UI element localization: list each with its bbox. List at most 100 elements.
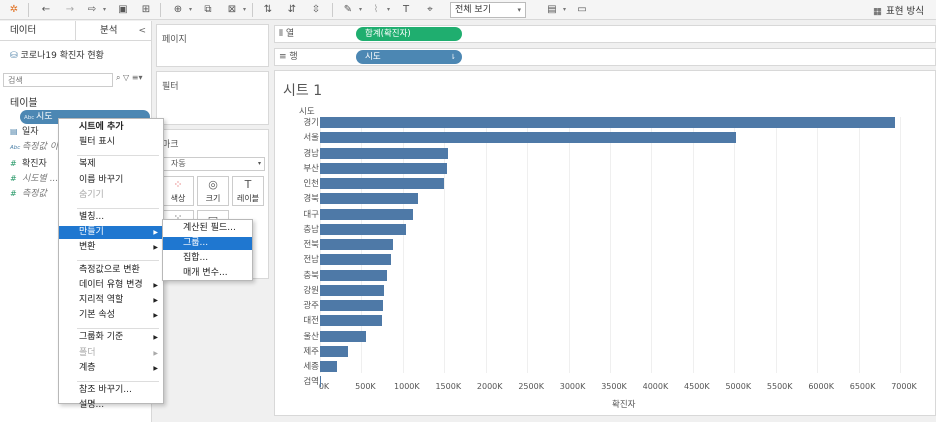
field-label: 시도 [36, 112, 53, 122]
menu-item-label: 폴더 [79, 347, 96, 358]
redo-icon[interactable]: → [65, 4, 75, 15]
swap-icon[interactable]: ⇨ ▾ [87, 4, 106, 15]
menu-item[interactable]: 설명... [59, 399, 163, 412]
bar[interactable] [320, 315, 383, 327]
color-icon: ⁘ [173, 178, 183, 191]
mark-type-value: 자동 [171, 159, 186, 168]
bar[interactable] [320, 239, 393, 250]
menu-separator [77, 380, 159, 382]
sort-asc-icon[interactable]: ⇵ [287, 4, 297, 15]
category-label: 충남 [303, 224, 319, 235]
rows-shelf[interactable]: ≡ 행 시도 ⇂ [274, 48, 936, 66]
search-icon[interactable]: ⌕ [116, 73, 121, 82]
bar[interactable] [320, 300, 383, 311]
field-by-region[interactable]: # 시도별 ... [10, 172, 58, 186]
columns-pill[interactable]: 합계(확진자) [356, 27, 462, 41]
filters-card[interactable]: 필터 [156, 71, 269, 125]
color-label: 색상 [170, 194, 186, 203]
columns-pill-label: 합계(확진자) [365, 29, 411, 39]
x-tick-label: 6000K [808, 382, 834, 391]
columns-shelf[interactable]: ⦀ 열 합계(확진자) [274, 25, 936, 43]
fit-select[interactable]: 전체 보기 ▾ [450, 2, 526, 18]
color-button[interactable]: ⁘ 색상 [162, 176, 194, 206]
new-datasource-icon[interactable]: ⊞ [141, 4, 151, 15]
bar[interactable] [320, 376, 321, 388]
menu-item[interactable]: 측정값으로 변환 [59, 264, 163, 277]
bar[interactable] [320, 117, 896, 128]
bar[interactable] [320, 162, 447, 174]
label-button[interactable]: T 레이블 [232, 176, 264, 206]
sort-desc-icon[interactable]: ⇳ [311, 4, 321, 15]
category-label: 경남 [303, 148, 319, 159]
labels-icon[interactable]: T [402, 4, 410, 15]
bar[interactable] [320, 361, 338, 372]
bar[interactable] [320, 147, 448, 159]
show-me-button[interactable]: ▦ 표현 방식 [873, 3, 924, 17]
menu-item[interactable]: 변환 ▶ [59, 241, 163, 254]
x-tick-label: 3500K [601, 382, 627, 391]
pin-icon[interactable]: ⌖ [427, 4, 433, 15]
toolbar-separator [160, 3, 161, 17]
menu-item[interactable]: 복제 [59, 158, 163, 171]
bar[interactable] [320, 345, 349, 357]
bar[interactable] [320, 269, 388, 281]
menu-item[interactable]: 계산된 필드... [163, 222, 252, 235]
category-label: 전남 [303, 255, 319, 266]
datasource-item[interactable]: ⛁ 코로나19 확진자 현황 [10, 48, 104, 61]
highlight-icon[interactable]: ✎ ▾ [343, 4, 362, 15]
menu-item[interactable]: 필터 표시 [59, 136, 163, 149]
search-input[interactable] [3, 73, 113, 87]
field-date[interactable]: ▤ 일자 [10, 125, 39, 139]
view-options-icon[interactable]: ≡▾ [131, 73, 143, 82]
new-sheet-icon[interactable]: ⊕ ▾ [173, 4, 192, 15]
x-tick-label: 2000K [476, 382, 503, 391]
menu-item[interactable]: 기본 속성 ▶ [59, 309, 163, 322]
field-label: 확진자 [22, 159, 47, 169]
bar[interactable] [320, 132, 736, 144]
undo-icon[interactable]: ← [41, 4, 51, 15]
filter-icon[interactable]: ▽ [123, 73, 130, 82]
bar[interactable] [320, 284, 384, 296]
menu-item[interactable]: 지리적 역할 ▶ [59, 294, 163, 307]
rows-pill[interactable]: 시도 ⇂ [356, 50, 462, 64]
size-button[interactable]: ◎ 크기 [197, 176, 229, 206]
menu-item[interactable]: 매개 변수... [163, 267, 252, 280]
group-icon[interactable]: ⌇ ▾ [373, 4, 390, 15]
menu-item[interactable]: 참조 바꾸기... [59, 384, 163, 397]
marks-title: 마크 [162, 140, 179, 150]
number-type-icon: # [10, 159, 17, 168]
field-measure-names[interactable]: Abc 측정값 이름 [10, 140, 66, 154]
mark-type-select[interactable]: 자동 ▾ [162, 157, 265, 171]
field-measure-values[interactable]: # 측정값 [10, 187, 47, 201]
save-icon[interactable]: ▣ [118, 4, 128, 15]
tab-analysis[interactable]: 분석 [100, 25, 118, 36]
menu-item[interactable]: 집합... [163, 252, 252, 265]
swap-rows-cols-icon[interactable]: ⇅ [263, 4, 273, 15]
bar[interactable] [320, 178, 445, 189]
bar[interactable] [320, 193, 418, 205]
menu-item[interactable]: 데이터 유형 변경 ▶ [59, 279, 163, 292]
field-confirmed[interactable]: # 확진자 [10, 157, 47, 171]
pages-card[interactable]: 페이지 [156, 24, 269, 67]
menu-item[interactable]: 이름 바꾸기 [59, 174, 163, 187]
menu-item[interactable]: 그룹화 기준 ▶ [59, 331, 163, 344]
duplicate-icon[interactable]: ⧉ [204, 4, 212, 15]
tableau-logo-icon[interactable]: ✲ [9, 4, 19, 15]
x-gridline [485, 117, 487, 373]
menu-item[interactable]: 계층 ▶ [59, 362, 163, 375]
show-cards-icon[interactable]: ▤ ▾ [547, 4, 566, 15]
bar[interactable] [320, 223, 407, 235]
bar[interactable] [320, 208, 413, 220]
collapse-pane-button[interactable]: < [138, 26, 146, 36]
bar[interactable] [320, 330, 367, 342]
presentation-icon[interactable]: ▭ [577, 4, 587, 15]
bar[interactable] [320, 254, 392, 266]
menu-item[interactable]: 별칭... [59, 211, 163, 224]
menu-item[interactable]: 그룹... [163, 237, 252, 250]
menu-item[interactable]: 시트에 추가 [59, 121, 163, 134]
clear-icon[interactable]: ⊠ ▾ [227, 4, 246, 15]
x-tick-label: 4000K [642, 382, 669, 391]
menu-item[interactable]: 만들기 ▶ [59, 226, 163, 240]
detail-icon: ⁙ [163, 213, 193, 225]
tab-data[interactable]: 데이터 [0, 21, 76, 41]
